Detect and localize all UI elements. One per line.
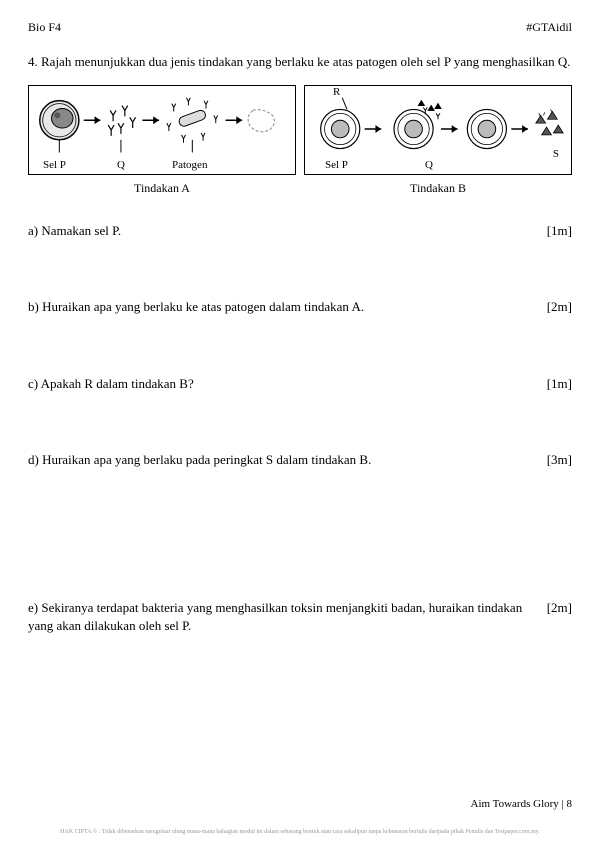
part-c: c) Apakah R dalam tindakan B? [1m] [28, 375, 572, 393]
part-e-marks: [2m] [547, 599, 572, 635]
part-e-text: Sekiranya terdapat bakteria yang menghas… [28, 600, 522, 633]
question-intro: 4. Rajah menunjukkan dua jenis tindakan … [28, 53, 572, 71]
diagram-b-panel: R Sel P Q S [304, 85, 572, 175]
caption-a: Tindakan A [28, 181, 296, 196]
part-c-text: Apakah R dalam tindakan B? [41, 376, 194, 391]
page-footer: Aim Towards Glory | 8 [471, 798, 572, 810]
label-r: R [333, 86, 340, 98]
label-patogen: Patogen [172, 159, 207, 171]
part-e-label: e) [28, 600, 38, 615]
part-a-marks: [1m] [547, 222, 572, 240]
part-a-label: a) [28, 223, 38, 238]
part-e: e) Sekiranya terdapat bakteria yang meng… [28, 599, 572, 635]
label-s: S [553, 148, 559, 160]
part-c-marks: [1m] [547, 375, 572, 393]
question-text: Rajah menunjukkan dua jenis tindakan yan… [41, 54, 571, 69]
label-q-a: Q [117, 159, 125, 171]
diagram-a-svg [29, 86, 295, 174]
question-number: 4. [28, 54, 38, 69]
header-right: #GTAidil [526, 20, 572, 35]
part-b: b) Huraikan apa yang berlaku ke atas pat… [28, 298, 572, 316]
part-c-label: c) [28, 376, 38, 391]
header-left: Bio F4 [28, 20, 61, 35]
part-d-label: d) [28, 452, 39, 467]
copyright: HAK CIPTA © : Tidak dibenarkan mengeluar… [0, 829, 600, 836]
label-selp-a: Sel P [43, 159, 66, 171]
diagram-a-panel: Sel P Q Patogen [28, 85, 296, 175]
part-d-text: Huraikan apa yang berlaku pada peringkat… [42, 452, 371, 467]
part-d-marks: [3m] [547, 451, 572, 469]
caption-b: Tindakan B [304, 181, 572, 196]
label-q-b: Q [425, 159, 433, 171]
part-a-text: Namakan sel P. [41, 223, 121, 238]
part-d: d) Huraikan apa yang berlaku pada pering… [28, 451, 572, 469]
part-b-text: Huraikan apa yang berlaku ke atas patoge… [42, 299, 364, 314]
part-b-marks: [2m] [547, 298, 572, 316]
part-a: a) Namakan sel P. [1m] [28, 222, 572, 240]
label-selp-b: Sel P [325, 159, 348, 171]
part-b-label: b) [28, 299, 39, 314]
